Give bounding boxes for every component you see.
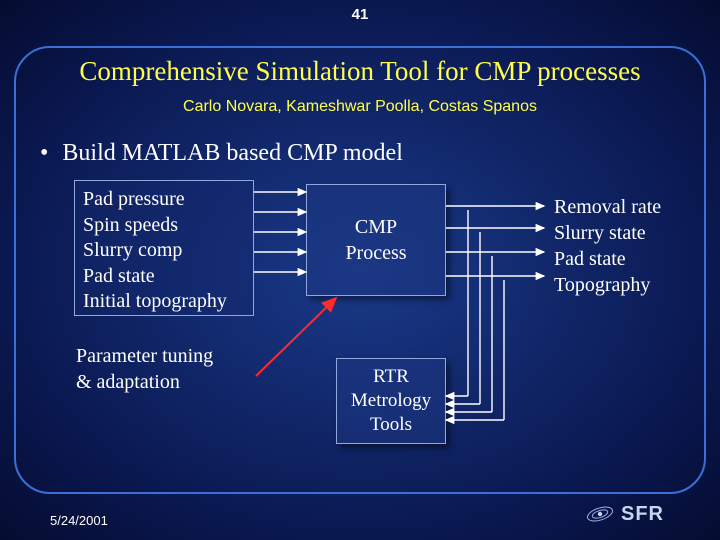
param-line: & adaptation (76, 370, 256, 396)
output-line: Removal rate (554, 194, 661, 220)
output-line: Topography (554, 272, 661, 298)
cmp-line: Process (345, 240, 406, 266)
outputs-box: Removal rate Slurry state Pad state Topo… (554, 194, 661, 298)
logo-swoosh-icon (585, 502, 615, 526)
page-number: 41 (0, 6, 720, 23)
output-line: Pad state (554, 246, 661, 272)
input-line: Pad pressure (83, 187, 245, 213)
footer-date: 5/24/2001 (50, 513, 108, 528)
cmp-line: CMP (355, 214, 397, 240)
rtr-line: Metrology (351, 389, 431, 413)
output-line: Slurry state (554, 220, 661, 246)
bullet-dot: • (40, 140, 48, 166)
param-tuning-box: Parameter tuning & adaptation (76, 344, 256, 404)
input-line: Spin speeds (83, 213, 245, 239)
input-line: Pad state (83, 264, 245, 290)
footer-logo: SFR (585, 502, 664, 526)
rtr-box: RTR Metrology Tools (336, 358, 446, 444)
bullet-text: Build MATLAB based CMP model (62, 140, 402, 166)
slide-title: Comprehensive Simulation Tool for CMP pr… (0, 56, 720, 87)
input-line: Slurry comp (83, 238, 245, 264)
input-line: Initial topography (83, 289, 245, 315)
rtr-line: Tools (370, 413, 412, 437)
param-line: Parameter tuning (76, 344, 256, 370)
authors-line: Carlo Novara, Kameshwar Poolla, Costas S… (0, 98, 720, 116)
rtr-line: RTR (373, 365, 409, 389)
inputs-box: Pad pressure Spin speeds Slurry comp Pad… (74, 180, 254, 316)
cmp-process-box: CMP Process (306, 184, 446, 296)
bullet-item: • Build MATLAB based CMP model (40, 140, 403, 167)
logo-text: SFR (621, 503, 664, 526)
